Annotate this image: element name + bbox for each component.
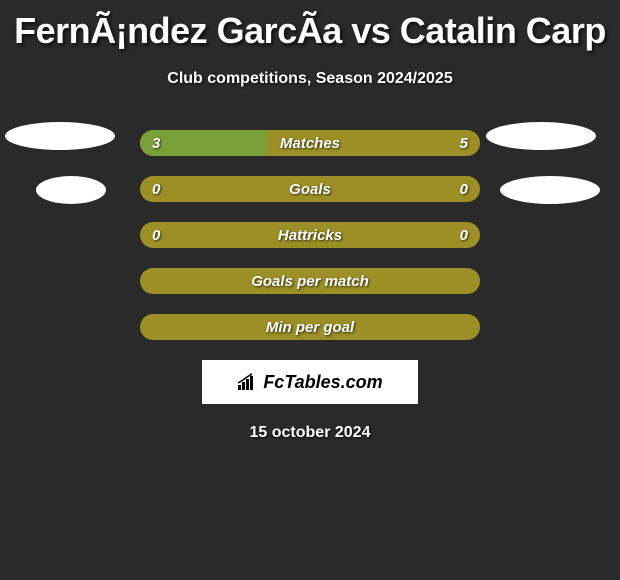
stat-label: Min per goal bbox=[266, 319, 354, 336]
stat-row: 0 Hattricks 0 bbox=[140, 222, 480, 248]
decorative-ellipse bbox=[36, 176, 106, 204]
badge-text: FcTables.com bbox=[263, 372, 382, 393]
decorative-ellipse bbox=[5, 122, 115, 150]
decorative-ellipse bbox=[500, 176, 600, 204]
stat-right-value: 0 bbox=[460, 181, 468, 198]
stat-right-value: 5 bbox=[460, 135, 468, 152]
page-subtitle: Club competitions, Season 2024/2025 bbox=[0, 70, 620, 88]
stat-left-value: 0 bbox=[152, 227, 160, 244]
stat-row: Goals per match bbox=[140, 268, 480, 294]
stat-label: Matches bbox=[280, 135, 340, 152]
badge-content: FcTables.com bbox=[237, 372, 382, 393]
chart-bar-icon bbox=[237, 373, 259, 391]
source-badge: FcTables.com bbox=[202, 360, 418, 404]
page-title: FernÃ¡ndez GarcÃ­a vs Catalin Carp bbox=[0, 0, 620, 52]
stat-label: Goals per match bbox=[251, 273, 369, 290]
stat-row: 0 Goals 0 bbox=[140, 176, 480, 202]
stat-right-value: 0 bbox=[460, 227, 468, 244]
stats-container: 3 Matches 5 0 Goals 0 0 Hattricks 0 Goals per mat… bbox=[0, 130, 620, 340]
stat-row: Min per goal bbox=[140, 314, 480, 340]
decorative-ellipse bbox=[486, 122, 596, 150]
stat-left-value: 0 bbox=[152, 181, 160, 198]
stat-label: Hattricks bbox=[278, 227, 342, 244]
stat-left-value: 3 bbox=[152, 135, 160, 152]
footer-date: 15 october 2024 bbox=[0, 424, 620, 442]
stat-row: 3 Matches 5 bbox=[140, 130, 480, 156]
stat-label: Goals bbox=[289, 181, 331, 198]
